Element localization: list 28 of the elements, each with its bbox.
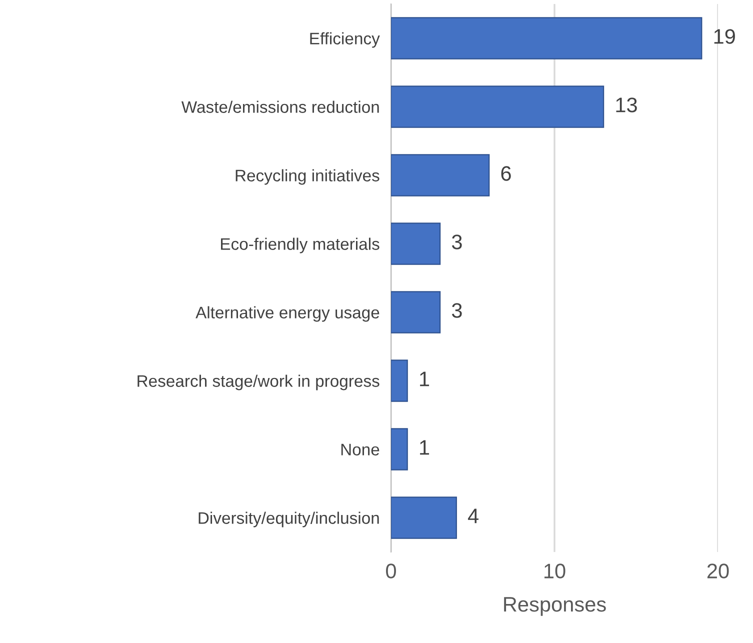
bar [391, 428, 408, 470]
data-label: 1 [420, 372, 430, 386]
x-axis-title: Responses [504, 597, 606, 616]
y-tick-label: Recycling initiatives [236, 169, 380, 185]
y-tick-label: Diversity/equity/inclusion [198, 512, 379, 528]
y-tick-label: Eco-friendly materials [221, 238, 380, 254]
bar [391, 86, 604, 128]
y-tick-label: None [341, 444, 380, 456]
x-tick-label: 0 [386, 564, 396, 578]
bar [391, 154, 490, 196]
bar [391, 496, 457, 539]
data-label: 1 [420, 440, 430, 455]
bar [391, 222, 441, 265]
y-tick-label: Research stage/work in progress [138, 374, 380, 390]
data-label: 4 [468, 508, 478, 524]
x-tick-label: 20 [707, 564, 729, 578]
y-tick-label: Alternative energy usage [196, 306, 380, 322]
bar [391, 360, 408, 402]
data-label: 19 [714, 29, 735, 44]
data-label: 6 [501, 166, 511, 181]
data-label: 3 [452, 234, 462, 250]
data-label: 3 [452, 303, 462, 318]
y-tick-label: Waste/emissions reduction [181, 100, 379, 113]
bar [391, 17, 702, 60]
data-label: 13 [616, 98, 637, 112]
bar [391, 291, 441, 334]
y-tick-label: Efficiency [310, 32, 380, 48]
x-tick-label: 10 [544, 564, 566, 578]
